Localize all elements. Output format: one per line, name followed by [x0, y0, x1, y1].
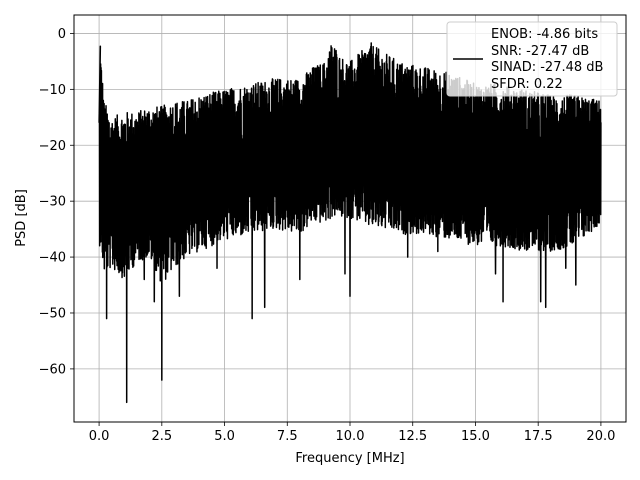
y-tick-label: 0	[58, 27, 66, 42]
legend-line-sinad: SINAD: -27.48 dB	[491, 60, 603, 75]
x-tick-label: 20.0	[586, 429, 615, 444]
y-axis-ticks: 0 −10 −20 −30 −40 −50 −60	[39, 27, 74, 377]
legend-line-enob: ENOB: -4.86 bits	[491, 27, 598, 42]
x-tick-label: 2.5	[151, 429, 172, 444]
x-tick-label: 12.5	[398, 429, 427, 444]
x-axis-ticks: 0.0 2.5 5.0 7.5 10.0 12.5 15.0 17.5 20.0	[89, 422, 615, 444]
x-tick-label: 5.0	[214, 429, 235, 444]
x-tick-label: 7.5	[277, 429, 298, 444]
legend-line-snr: SNR: -27.47 dB	[491, 44, 589, 59]
legend-box	[446, 21, 618, 97]
x-tick-label: 10.0	[336, 429, 365, 444]
x-axis-label: Frequency [MHz]	[295, 451, 404, 466]
y-tick-label: −50	[39, 306, 66, 321]
series-layer	[98, 42, 602, 404]
legend-line-sfdr: SFDR: 0.22	[491, 77, 563, 92]
y-tick-label: −30	[39, 195, 66, 210]
y-axis-label: PSD [dB]	[14, 189, 29, 247]
y-tick-label: −60	[39, 362, 66, 377]
x-tick-label: 0.0	[89, 429, 110, 444]
y-tick-label: −20	[39, 139, 66, 154]
psd-series-line	[98, 42, 602, 404]
y-tick-label: −40	[39, 251, 66, 266]
x-tick-label: 17.5	[524, 429, 553, 444]
x-tick-label: 15.0	[461, 429, 490, 444]
legend: ENOB: -4.86 bits SNR: -27.47 dB SINAD: -…	[446, 21, 618, 97]
y-tick-label: −10	[39, 83, 66, 98]
